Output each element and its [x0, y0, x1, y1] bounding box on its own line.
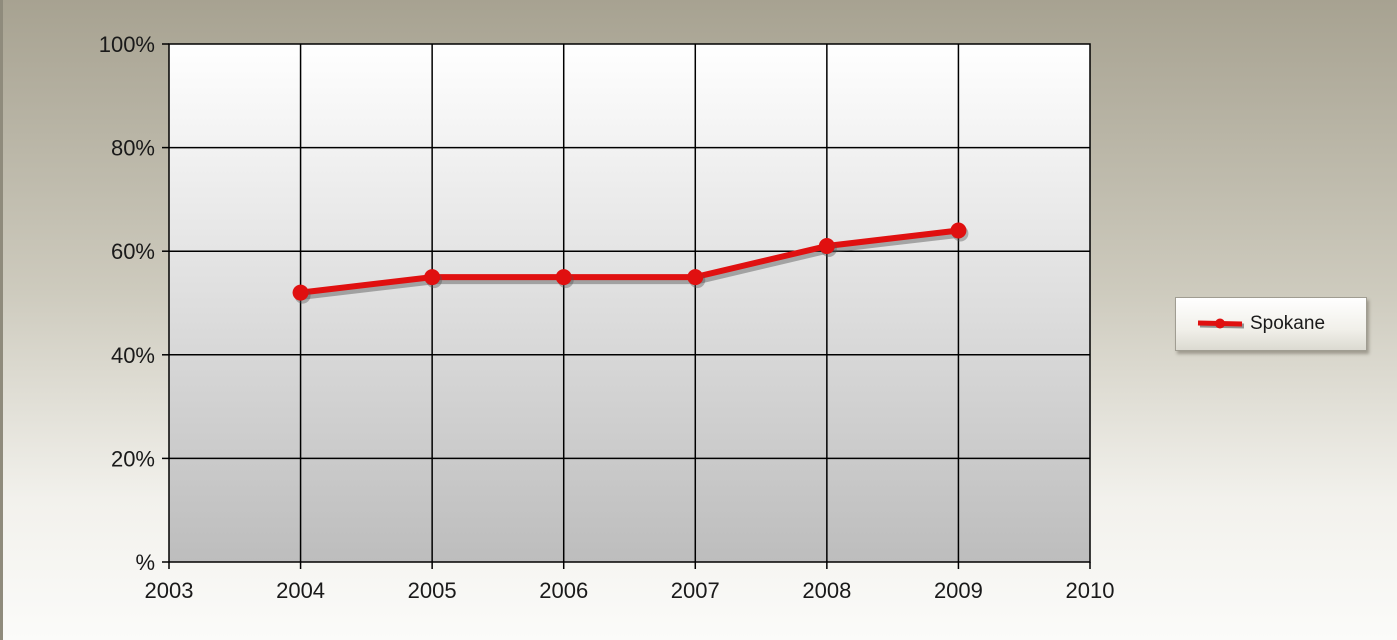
legend: Spokane — [1175, 297, 1367, 351]
x-tick-label: 2004 — [276, 578, 325, 603]
data-point — [555, 269, 572, 286]
legend-swatch-spokane — [1197, 318, 1245, 329]
y-tick-label: 60% — [111, 239, 155, 264]
x-tick-label: 2006 — [539, 578, 588, 603]
legend-label-spokane: Spokane — [1250, 313, 1326, 334]
data-point — [818, 238, 835, 255]
data-point — [424, 269, 441, 286]
plot-area — [168, 43, 1091, 563]
data-point — [950, 222, 967, 239]
data-point — [292, 284, 309, 301]
y-tick-label: % — [135, 550, 155, 575]
y-tick-label: 100% — [99, 32, 155, 57]
line-chart: 2003 2004 2005 2006 2007 2008 2009 2010% 20% 40% 6… — [99, 32, 1115, 603]
y-tick-label: 80% — [111, 136, 155, 161]
x-tick-label: 2003 — [145, 578, 194, 603]
y-tick-label: 20% — [111, 446, 155, 471]
x-tick-label: 2010 — [1066, 578, 1115, 603]
y-tick-label: 40% — [111, 343, 155, 368]
x-tick-label: 2009 — [934, 578, 983, 603]
data-point — [687, 269, 704, 286]
x-tick-label: 2008 — [802, 578, 851, 603]
series-shadow — [303, 231, 962, 300]
x-tick-label: 2005 — [408, 578, 457, 603]
x-tick-label: 2007 — [671, 578, 720, 603]
series-line — [300, 227, 959, 296]
